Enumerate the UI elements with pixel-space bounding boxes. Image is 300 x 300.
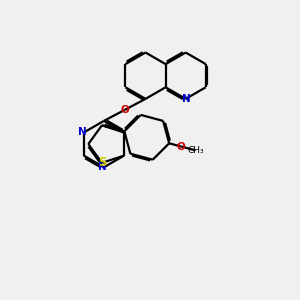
Text: N: N xyxy=(78,128,87,137)
Text: N: N xyxy=(182,94,190,104)
Text: N: N xyxy=(98,162,107,172)
Text: CH₃: CH₃ xyxy=(187,146,204,155)
Text: O: O xyxy=(177,142,186,152)
Text: S: S xyxy=(98,156,106,169)
Text: O: O xyxy=(120,105,129,115)
